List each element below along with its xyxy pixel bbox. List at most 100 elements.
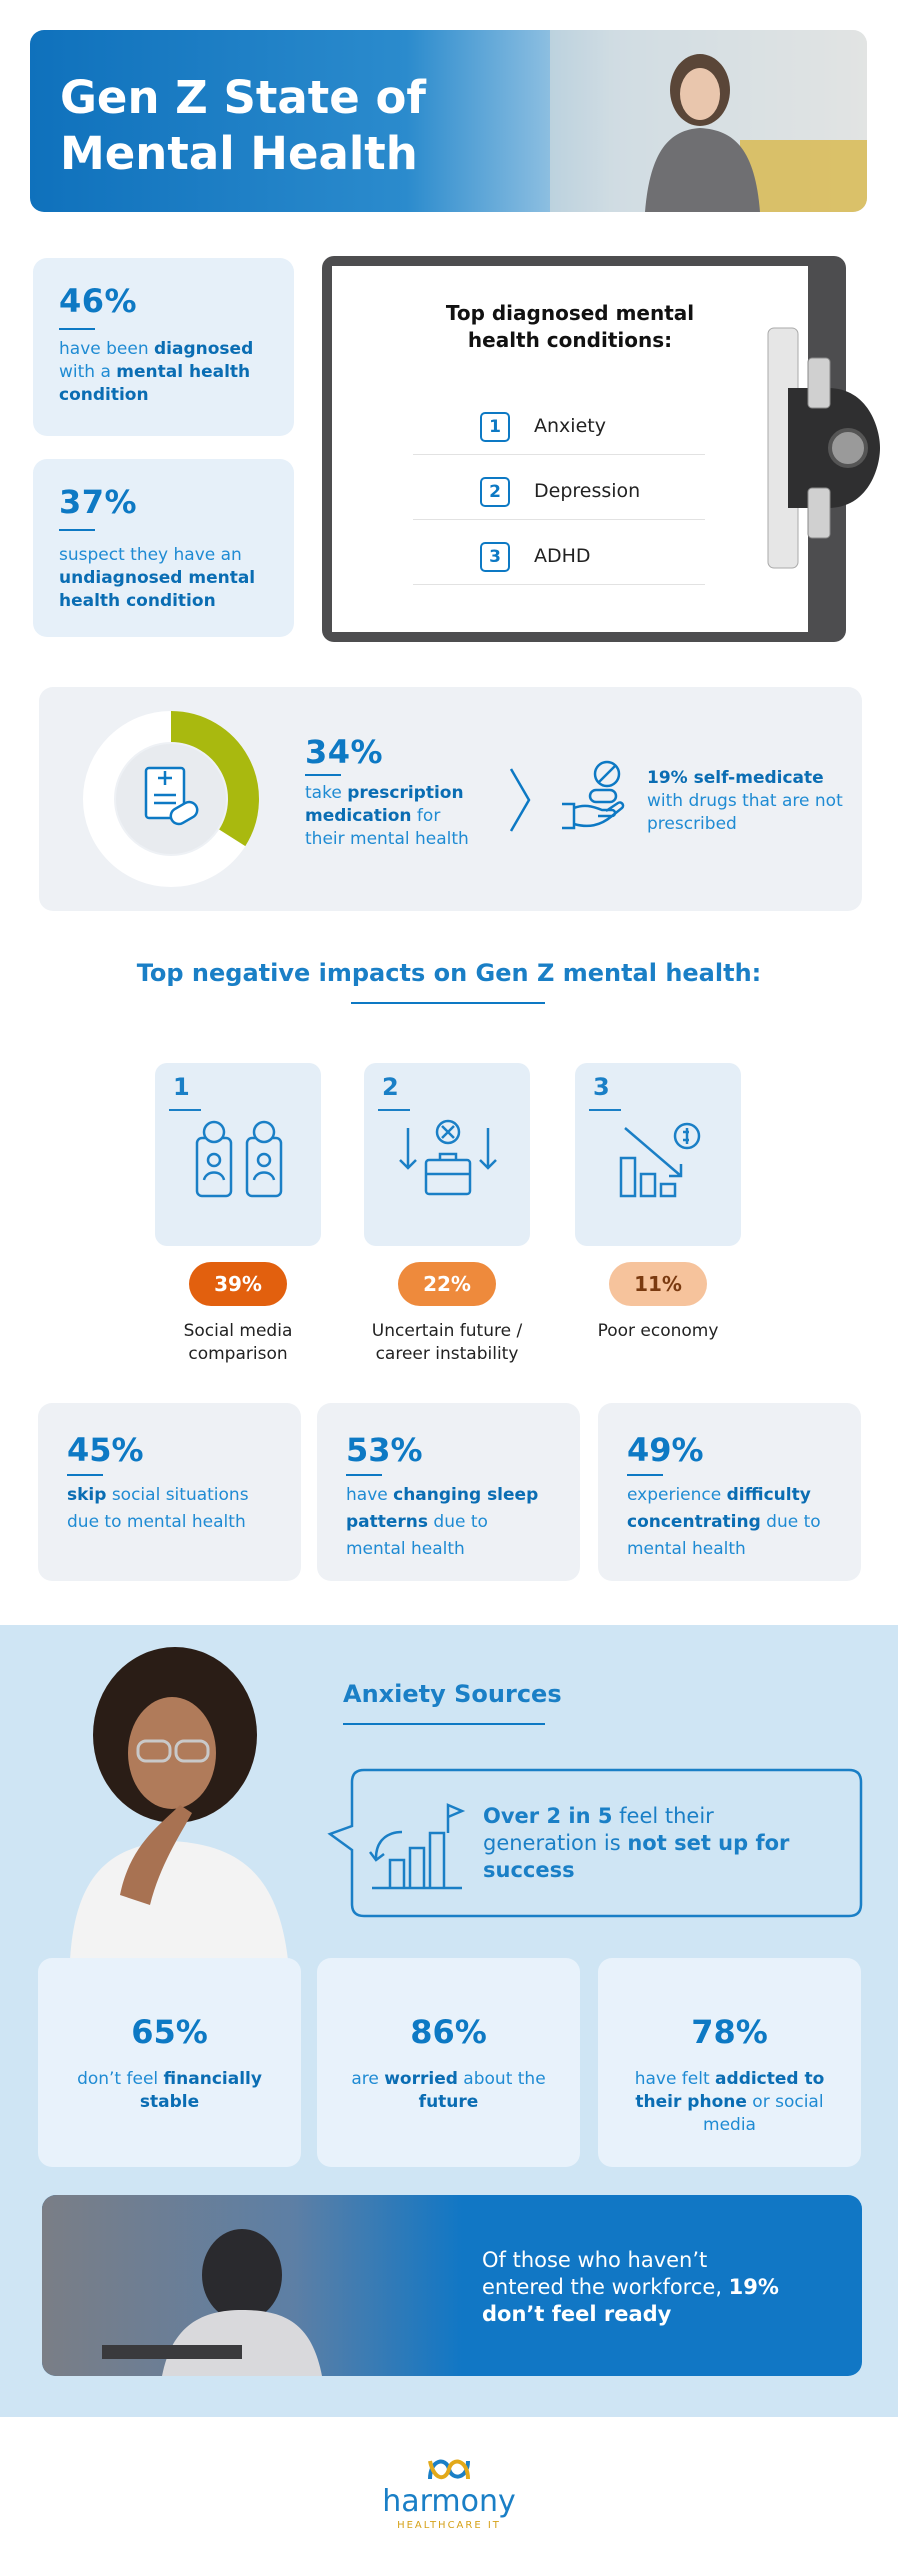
workforce-banner: Of those who haven’t entered the workfor… (42, 2195, 862, 2376)
decoration (673, 1122, 701, 1150)
effect-text: have changing sleep patterns due to ment… (346, 1482, 551, 1563)
separator (413, 519, 705, 520)
separator (413, 454, 705, 455)
anxiety-card: 78% have felt addicted to their phone or … (598, 1958, 861, 2167)
decoration (446, 1803, 466, 1833)
logo-stroke (428, 2459, 470, 2480)
decoration (593, 760, 621, 788)
header-banner: Gen Z State of Mental Health (30, 30, 867, 212)
effect-text: experience difficulty concentrating due … (627, 1482, 832, 1563)
impact-card: 1 (155, 1063, 321, 1246)
decoration (424, 1158, 472, 1196)
impact-card: 2 (364, 1063, 530, 1246)
photo-shirt (70, 1841, 288, 1960)
text-run: or social media (703, 2092, 824, 2135)
chevron-path (509, 768, 531, 832)
photo-body (645, 128, 760, 212)
underline (305, 774, 341, 776)
footer-tagline: HEALTHCARE IT (397, 2520, 501, 2531)
decoration (624, 1127, 683, 1178)
effect-value: 53% (346, 1431, 423, 1469)
decoration (369, 1851, 385, 1862)
anxiety-card: 86% are worried about the future (317, 1958, 580, 2167)
stat-value: 37% (59, 483, 138, 521)
workforce-text: Of those who haven’t entered the workfor… (482, 2247, 792, 2328)
logo-mark (428, 2459, 470, 2480)
underline (351, 1002, 545, 1004)
photo-body (162, 2310, 322, 2376)
underline (59, 328, 95, 330)
woman-photo (70, 1647, 288, 1960)
photo-glasses (174, 1739, 210, 1763)
text-run: suspect they have an (59, 545, 242, 565)
underline (343, 1723, 545, 1725)
decoration (256, 1152, 272, 1168)
impact-icon (195, 1120, 283, 1198)
stat-value: 46% (59, 282, 138, 320)
impact-percent: 39% (189, 1262, 287, 1306)
decoration (144, 766, 186, 820)
decoration (202, 1120, 226, 1144)
decoration (659, 1182, 677, 1198)
title-line: Gen Z State of (60, 71, 426, 124)
text-run: due to mental health (627, 1512, 821, 1559)
underline (378, 1109, 410, 1111)
callout-border (327, 1768, 863, 1918)
bold-text: future (418, 2092, 479, 2112)
text-run: have (346, 1485, 394, 1505)
condition-label: ADHD (534, 545, 591, 567)
decoration (441, 1125, 455, 1139)
anxiety-text: are worried about the future (342, 2068, 555, 2114)
decoration (562, 801, 625, 830)
chevron (509, 768, 531, 832)
impact-icon (399, 1119, 497, 1196)
prescription-icon (144, 766, 199, 826)
header-title: Gen Z State of Mental Health (60, 70, 426, 182)
decoration (426, 1152, 470, 1176)
decoration (399, 1128, 497, 1170)
footer-brand: harmony (382, 2484, 516, 2519)
stat-card: 37% suspect they have an undiagnosed men… (33, 459, 294, 637)
stat-text: suspect they have an undiagnosed mental … (59, 544, 274, 613)
bold-text: undiagnosed mental health condition (59, 568, 256, 611)
text-run: feel their generation is (483, 1804, 714, 1855)
decoration (206, 1152, 222, 1168)
decoration (154, 771, 176, 805)
bold-text: difficulty concentrating (627, 1485, 811, 1532)
text-run: due to mental health (346, 1512, 488, 1559)
effect-text: skip social situations due to mental hea… (67, 1482, 272, 1536)
growth-icon (369, 1803, 466, 1890)
text-run: are (351, 2069, 385, 2089)
banner-photo (42, 2195, 462, 2376)
effect-value: 49% (627, 1431, 704, 1469)
condition-label: Anxiety (534, 415, 606, 437)
underline (169, 1109, 201, 1111)
text-run: about the (457, 2069, 546, 2089)
effect-value: 45% (67, 1431, 144, 1469)
photo-face (680, 68, 720, 120)
decoration (562, 760, 625, 830)
clipboard-clip (767, 327, 880, 569)
decoration (683, 1128, 689, 1144)
effect-card: 53% have changing sleep patterns due to m… (317, 1403, 580, 1581)
prescription-value: 34% (305, 733, 384, 771)
section-heading: Anxiety Sources (343, 1680, 562, 1708)
text-run: with a (59, 362, 117, 382)
decoration (619, 1156, 637, 1198)
impact-rank: 1 (173, 1073, 190, 1101)
decoration (169, 800, 199, 826)
photo-arm (120, 1805, 192, 1905)
text-run: social situations due to mental health (67, 1485, 249, 1532)
separator (413, 584, 705, 585)
photo-face (128, 1697, 216, 1809)
impact-label: Uncertain future / career instability (371, 1321, 523, 1364)
donut-arc (170, 711, 259, 847)
header-photo (550, 30, 867, 212)
callout-text: Over 2 in 5 feel their generation is not… (483, 1803, 793, 1884)
bold-text: mental health condition (59, 362, 251, 405)
stat-card: 46% have been diagnosed with a mental he… (33, 258, 294, 436)
effect-card: 49% experience difficulty concentrating d… (598, 1403, 861, 1581)
anxiety-value: 86% (410, 2013, 487, 2051)
anxiety-value: 78% (691, 2013, 768, 2051)
